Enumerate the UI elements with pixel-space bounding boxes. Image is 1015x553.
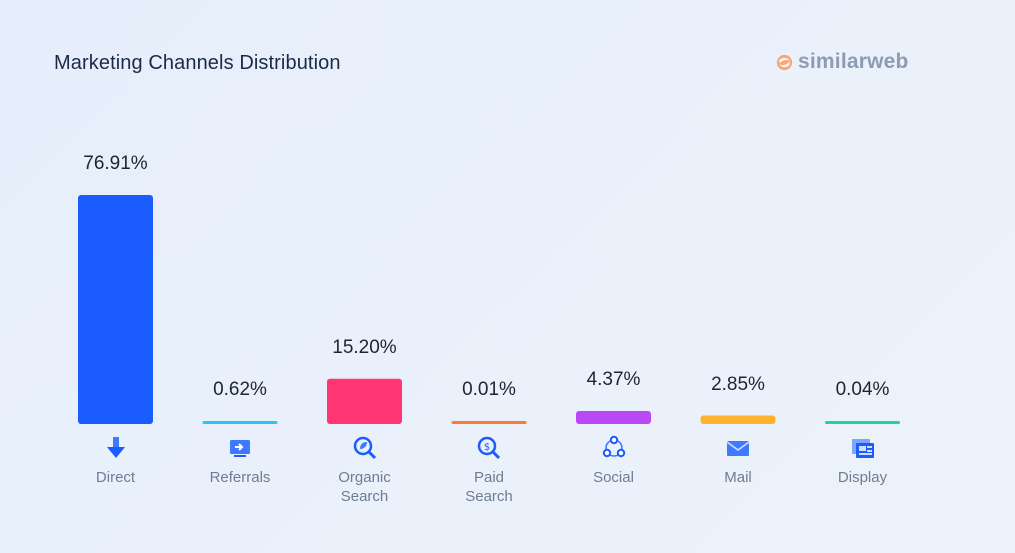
bar-mail[interactable]	[700, 415, 776, 424]
referrals-icon	[227, 435, 253, 461]
value-label: 0.04%	[835, 379, 890, 400]
bar-paid-search[interactable]	[451, 421, 527, 424]
category-label: Display	[837, 469, 888, 486]
category-label: Paid Search	[465, 469, 513, 505]
organic-search-icon	[352, 435, 378, 461]
brand: similarweb	[776, 48, 909, 76]
category-label: Referrals	[209, 469, 271, 486]
similarweb-logo-icon	[776, 54, 793, 70]
social-icon	[601, 435, 627, 461]
value-label: 0.01%	[462, 379, 516, 400]
category-label: Organic Search	[338, 469, 391, 505]
bar-social[interactable]	[576, 410, 651, 424]
value-label: 4.37%	[586, 368, 641, 390]
display-icon	[850, 435, 876, 461]
mail-icon	[725, 435, 751, 461]
value-label: 76.91%	[83, 153, 148, 174]
bar-direct[interactable]	[78, 195, 153, 424]
direct-arrow-icon	[103, 435, 129, 461]
category-label: Mail	[724, 469, 752, 486]
bar-referrals[interactable]	[202, 421, 278, 424]
brand-name: similarweb	[798, 50, 909, 73]
value-label: 15.20%	[332, 336, 397, 358]
paid-search-icon: $	[476, 435, 502, 461]
category-label: Direct	[95, 469, 136, 486]
bar-organic-search[interactable]	[327, 378, 402, 424]
chart-title: Marketing Channels Distribution	[54, 52, 341, 74]
svg-text:$: $	[484, 442, 490, 453]
category-label: Social	[593, 469, 634, 486]
bar-display[interactable]	[825, 421, 900, 424]
value-label: 2.85%	[711, 373, 765, 395]
value-label: 0.62%	[213, 379, 267, 400]
